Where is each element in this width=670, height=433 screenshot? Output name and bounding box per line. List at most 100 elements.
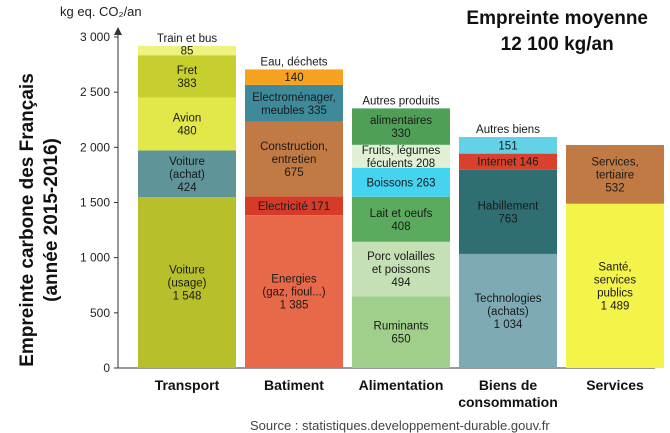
segment-label-line: Boissons 263 — [366, 177, 435, 189]
segment-label-line: Energies — [271, 274, 317, 286]
category-label: Transport — [155, 377, 220, 393]
segment-label-line: Construction, — [260, 141, 328, 153]
segment-label-line: 532 — [605, 182, 624, 194]
y-tick-label: 0 — [103, 361, 110, 375]
segment-label-line: 1 034 — [494, 319, 523, 331]
segment-label-line: Habillement — [478, 200, 540, 212]
segment-label: Internet 146 — [477, 157, 538, 169]
headline-line-2: 12 100 kg/an — [500, 34, 614, 55]
y-tick-label: 1 000 — [80, 251, 110, 265]
segment-label-line: 1 489 — [601, 300, 630, 312]
segment-label: 140 — [284, 72, 303, 84]
segment-label-line: Ruminants — [374, 321, 429, 333]
category-label: Biens de — [479, 377, 538, 393]
segment-label: Avion 480 — [173, 112, 202, 137]
segment-label-line: féculents 208 — [367, 158, 435, 170]
chart-headline: Empreinte moyenne 12 100 kg/an — [466, 6, 648, 58]
segment-label-line: 494 — [391, 277, 411, 289]
bar-segment — [245, 84, 343, 122]
segment-label-line: Avion — [173, 112, 202, 124]
segment-label-line: Services, — [591, 156, 638, 168]
segment-label: Lait et oeufs 408 — [370, 208, 433, 233]
segment-label-line: 480 — [177, 125, 196, 137]
segment-label: Energies (gaz, fioul...) 1 385 — [262, 274, 325, 312]
segment-label-line: 151 — [498, 140, 517, 152]
y-tick-label: 1 500 — [80, 196, 110, 210]
bar-segment — [138, 97, 236, 151]
segment-label: Boissons 263 — [366, 177, 435, 189]
bar-segment — [459, 253, 557, 368]
segment-label: Services, tertiaire 532 — [591, 156, 638, 194]
category-label: consommation — [458, 394, 558, 410]
segment-label-line: 383 — [177, 78, 196, 90]
segment-label-line: 650 — [391, 334, 410, 346]
segment-label: 151 — [498, 140, 517, 152]
segment-label-line: services — [594, 274, 636, 286]
segment-label-line: 140 — [284, 72, 303, 84]
segment-label: Ruminants 650 — [374, 321, 429, 346]
bar-segment — [352, 108, 450, 145]
segment-label-line: tertiaire — [596, 169, 634, 181]
segment-label-line: Fret — [177, 65, 198, 77]
segment-label-line: 763 — [498, 213, 517, 225]
bar-segment — [245, 196, 343, 216]
bar-segment — [352, 144, 450, 168]
segment-label-line: 408 — [391, 221, 410, 233]
segment-label-line: (gaz, fioul...) — [262, 287, 325, 299]
bar-segment — [352, 196, 450, 242]
bar-segment — [245, 69, 343, 85]
bar-segment — [352, 167, 450, 197]
segment-label: Fruits, légumes féculents 208 — [362, 145, 441, 170]
segment-label-line: 85 — [181, 46, 194, 58]
segment-label-line: (usage) — [168, 278, 207, 290]
segment-label-line: Voiture — [169, 156, 205, 168]
segment-label-line: alimentaires — [370, 115, 432, 127]
bar-segment — [566, 203, 664, 368]
bar-segment — [459, 136, 557, 154]
segment-label-line: Electroménager, — [252, 92, 336, 104]
segment-label-line: Lait et oeufs — [370, 208, 433, 220]
segment-label: Santé, services publics 1 489 — [594, 261, 636, 312]
bar-top-label: Eau, déchets — [260, 56, 327, 68]
segment-label: Habillement 763 — [478, 200, 540, 225]
segment-label-line: Santé, — [598, 261, 631, 273]
segment-label: Porc volailles et poissons 494 — [367, 251, 435, 289]
bar-segment — [138, 150, 236, 198]
segment-label-line: Porc volailles — [367, 251, 435, 263]
unit-label: kg eq. CO₂/an — [60, 4, 142, 19]
source-note: Source : statistiques.developpement-dura… — [250, 418, 550, 433]
segment-label-line: (achats) — [487, 306, 529, 318]
y-tick-label: 3 000 — [80, 30, 110, 44]
bar-segment — [138, 55, 236, 98]
y-tick-label: 2 500 — [80, 85, 110, 99]
bar-segment — [352, 296, 450, 368]
bar-segment — [245, 215, 343, 368]
category-label: Batiment — [264, 377, 324, 393]
segment-label-line: Voiture — [169, 265, 205, 277]
segment-label-line: et poissons — [372, 264, 430, 276]
bar-segment — [459, 153, 557, 170]
y-tick-label: 500 — [90, 306, 110, 320]
headline-line-1: Empreinte moyenne — [466, 8, 648, 29]
bar-segment — [459, 169, 557, 254]
segment-label-line: Internet 146 — [477, 157, 538, 169]
bar-segment — [245, 121, 343, 197]
category-label: Services — [586, 377, 644, 393]
category-label: Alimentation — [359, 377, 444, 393]
segment-label: Electroménager, meubles 335 — [252, 92, 336, 117]
segment-label: Technologies (achats) 1 034 — [474, 293, 541, 331]
bar-segment — [138, 197, 236, 368]
segment-label: Electricité 171 — [258, 201, 330, 213]
segment-label-line: 675 — [284, 167, 303, 179]
segment-label: Fret 383 — [177, 65, 198, 90]
segment-label-line: 1 385 — [280, 300, 309, 312]
segment-label: Voiture (achat) 424 — [169, 156, 205, 194]
bar-top-label: Autres produits — [362, 95, 440, 107]
bar-segment — [138, 45, 236, 56]
segment-label: Construction, entretien 675 — [260, 141, 328, 179]
segment-label: 85 — [181, 46, 194, 58]
segment-label-line: (achat) — [169, 169, 205, 181]
y-axis-arrow — [114, 27, 122, 35]
segment-label-line: 1 548 — [173, 291, 202, 303]
